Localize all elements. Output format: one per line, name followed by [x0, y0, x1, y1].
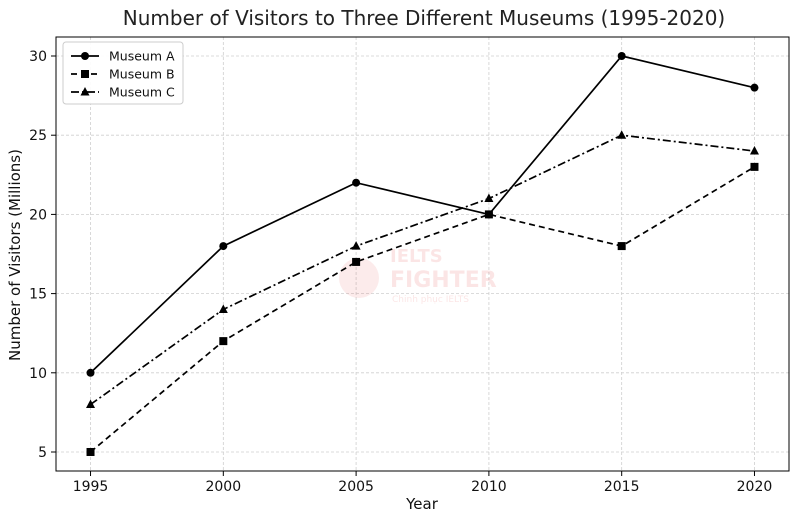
plot-frame	[55, 36, 790, 472]
series-1	[86, 52, 759, 377]
y-axis-ticks: 5 10 15 20 25 30	[29, 49, 56, 461]
x-tick-label-2: 2005	[338, 479, 374, 495]
series-line-2	[89, 166, 755, 453]
series-3-point-1	[218, 304, 228, 313]
series-3-point-3	[484, 193, 494, 203]
legend-marker-3	[80, 87, 90, 96]
x-tick-label-1: 2000	[205, 479, 241, 495]
series-1-point-1	[219, 242, 228, 251]
legend-marker-2	[81, 70, 89, 78]
y-tick-label-2: 15	[29, 287, 47, 303]
series-1-point-2	[352, 178, 361, 187]
y-tick-label-1: 10	[29, 366, 47, 382]
series-2-point-1	[219, 337, 228, 346]
series-line-1	[89, 55, 755, 374]
x-tick-label-5: 2020	[737, 479, 773, 495]
y-tick-label-4: 25	[29, 128, 47, 144]
legend-item-3: Museum C	[71, 85, 175, 100]
series-2-point-4	[617, 242, 626, 251]
y-tick-label-3: 20	[29, 207, 47, 223]
x-axis-ticks: 1995 2000 2005 2010 2015 2020	[73, 471, 773, 495]
series-3-point-2	[351, 241, 361, 250]
legend-item-1: Museum A	[71, 49, 175, 64]
legend-item-2: Museum B	[71, 67, 175, 82]
watermark-line-3: Chinh phục IELTS	[392, 295, 469, 305]
watermark-line-2: FIGHTER	[390, 268, 497, 293]
legend: Museum A Museum B Museum C	[62, 41, 184, 105]
series-2-point-3	[484, 210, 493, 219]
watermark-line-1: IELTS	[390, 246, 443, 267]
legend-label-2: Museum B	[109, 67, 175, 82]
series-1-point-4	[617, 52, 626, 61]
series-2-point-5	[750, 162, 759, 171]
series-2-point-2	[352, 257, 361, 266]
legend-label-1: Museum A	[109, 49, 175, 64]
series-3-point-4	[617, 130, 627, 139]
legend-box	[62, 41, 184, 105]
chart-title: Number of Visitors to Three Different Mu…	[123, 6, 725, 30]
x-tick-label-0: 1995	[73, 479, 109, 495]
series-2	[86, 162, 759, 456]
y-axis-label: Number of Visitors (Millions)	[6, 149, 24, 361]
watermark: IELTS FIGHTER Chinh phục IELTS	[339, 246, 497, 305]
legend-label-3: Museum C	[109, 85, 175, 100]
series-2-point-0	[86, 447, 95, 456]
x-tick-label-3: 2010	[471, 479, 507, 495]
series-layer	[86, 52, 759, 456]
series-line-3	[90, 134, 755, 406]
legend-marker-1	[81, 52, 89, 60]
series-3-point-0	[86, 399, 96, 408]
y-tick-label-0: 5	[38, 445, 47, 461]
series-3	[86, 130, 759, 408]
y-tick-label-5: 30	[29, 49, 47, 65]
x-axis-label: Year	[405, 495, 439, 513]
series-1-point-0	[86, 368, 95, 377]
x-tick-label-4: 2015	[604, 479, 640, 495]
series-1-point-5	[750, 83, 759, 92]
series-3-point-5	[749, 146, 759, 155]
